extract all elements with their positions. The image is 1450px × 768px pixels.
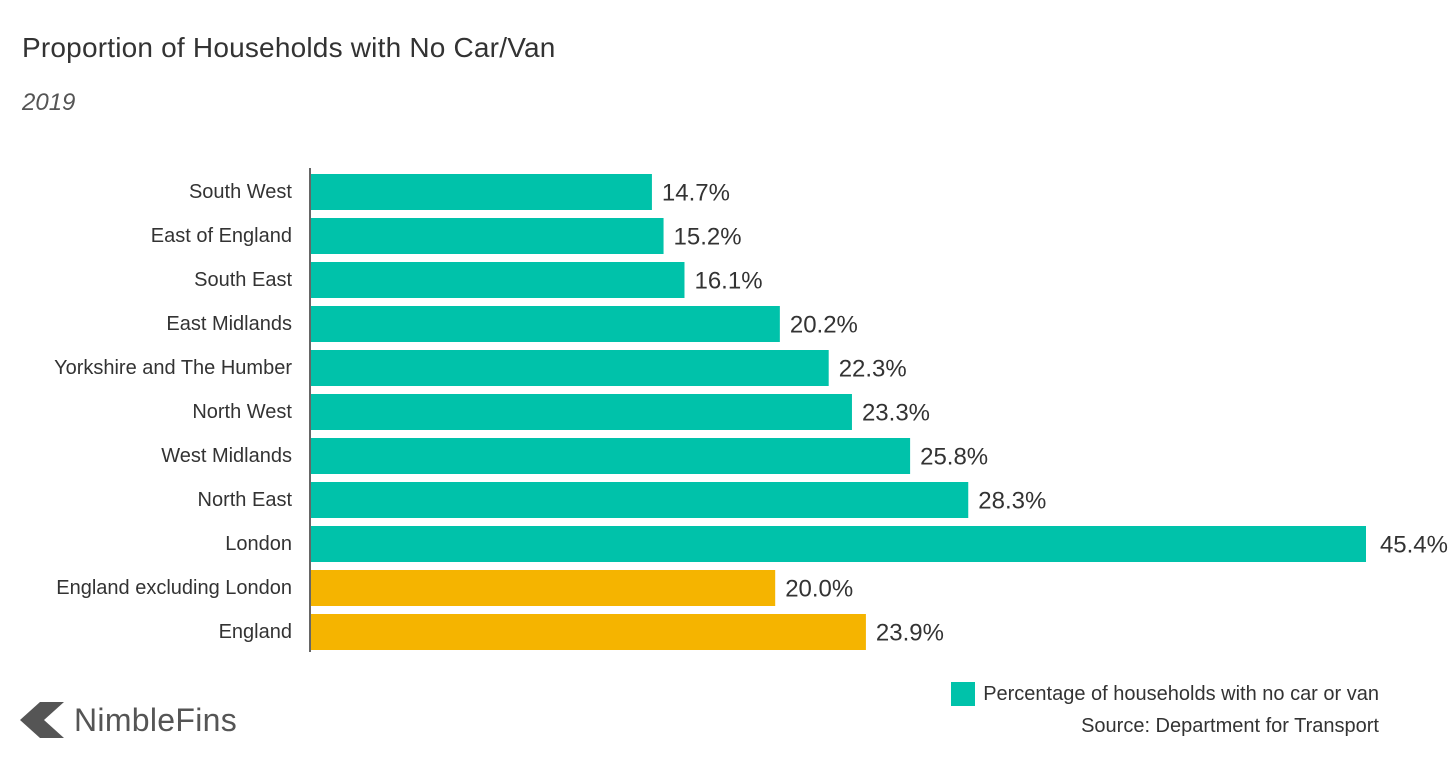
brand-name: NimbleFins	[74, 701, 238, 738]
category-label: London	[225, 533, 292, 555]
category-label: England	[219, 621, 292, 643]
bar	[311, 306, 780, 342]
chart-title: Proportion of Households with No Car/Van	[22, 32, 556, 63]
bar	[311, 526, 1366, 562]
category-label: South East	[194, 269, 292, 291]
category-label: England excluding London	[56, 577, 292, 599]
bars-group: South West 14.7% East of England 15.2% South…	[54, 174, 1448, 650]
nimblefins-logo-icon	[20, 702, 64, 738]
category-label: Yorkshire and The Humber	[54, 357, 292, 379]
value-label: 25.8%	[920, 444, 988, 471]
category-label: East Midlands	[166, 313, 292, 335]
value-label: 15.2%	[674, 224, 742, 251]
category-label: West Midlands	[161, 445, 292, 467]
category-label: South West	[189, 181, 292, 203]
bar	[311, 262, 685, 298]
value-label: 16.1%	[694, 268, 762, 295]
legend-label: Percentage of households with no car or …	[983, 682, 1379, 705]
bar	[311, 438, 911, 474]
bar	[311, 570, 776, 606]
bar	[311, 350, 829, 386]
bar	[311, 174, 652, 210]
value-label: 45.4%	[1380, 532, 1448, 559]
bar-chart: South West 14.7% East of England 15.2% South…	[54, 168, 1448, 652]
bar	[311, 394, 852, 430]
brand-logo: NimbleFins	[20, 700, 237, 740]
category-label: North East	[198, 489, 293, 511]
category-label: East of England	[151, 225, 292, 247]
source-note: Source: Department for Transport	[1081, 715, 1379, 737]
chart-legend: Percentage of households with no car or …	[951, 682, 1379, 706]
value-label: 22.3%	[839, 356, 907, 383]
chart-subtitle: 2019	[22, 89, 76, 116]
value-label: 23.3%	[862, 400, 930, 427]
bar	[311, 218, 664, 254]
value-label: 14.7%	[662, 180, 730, 207]
value-label: 23.9%	[876, 620, 944, 647]
category-label: North West	[192, 401, 292, 423]
bar	[311, 482, 969, 518]
value-label: 28.3%	[978, 488, 1046, 515]
value-label: 20.2%	[790, 312, 858, 339]
bar	[311, 614, 866, 650]
legend-swatch	[951, 682, 976, 706]
value-label: 20.0%	[785, 576, 853, 603]
